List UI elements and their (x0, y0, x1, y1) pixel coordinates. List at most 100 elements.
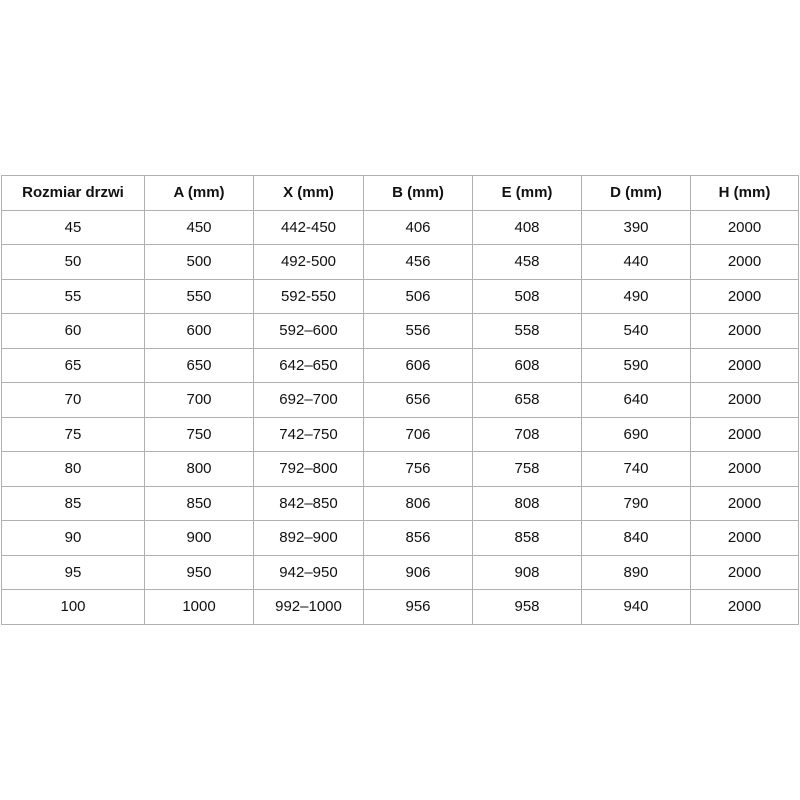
table-cell: 408 (472, 209, 582, 245)
table-cell: 90 (1, 520, 145, 556)
column-header: E (mm) (472, 175, 582, 211)
table-cell: 492-500 (253, 244, 364, 280)
table-cell: 908 (472, 554, 582, 590)
column-header: B (mm) (363, 175, 473, 211)
table-cell: 692–700 (253, 382, 364, 418)
table-cell: 100 (1, 589, 145, 625)
table-cell: 456 (363, 244, 473, 280)
table-cell: 806 (363, 485, 473, 521)
table-cell: 558 (472, 313, 582, 349)
table-row: 75 750 742–750 706 708 690 2000 (1, 416, 799, 452)
table-cell: 790 (581, 485, 691, 521)
table-row: 95 950 942–950 906 908 890 2000 (1, 554, 799, 590)
table-cell: 608 (472, 347, 582, 383)
table-cell: 700 (144, 382, 254, 418)
table-cell: 80 (1, 451, 145, 487)
table-cell: 2000 (690, 589, 799, 625)
table-cell: 940 (581, 589, 691, 625)
table-cell: 856 (363, 520, 473, 556)
table-row: 50 500 492-500 456 458 440 2000 (1, 244, 799, 280)
table-cell: 440 (581, 244, 691, 280)
table-cell: 2000 (690, 313, 799, 349)
table-cell: 50 (1, 244, 145, 280)
table-cell: 706 (363, 416, 473, 452)
table-cell: 490 (581, 278, 691, 314)
table-cell: 506 (363, 278, 473, 314)
table-cell: 808 (472, 485, 582, 521)
table-row: 45 450 442-450 406 408 390 2000 (1, 209, 799, 245)
table-cell: 2000 (690, 209, 799, 245)
column-header: A (mm) (144, 175, 254, 211)
table-cell: 442-450 (253, 209, 364, 245)
table-cell: 640 (581, 382, 691, 418)
table-cell: 458 (472, 244, 582, 280)
table-cell: 942–950 (253, 554, 364, 590)
table-cell: 2000 (690, 485, 799, 521)
table-row: 70 700 692–700 656 658 640 2000 (1, 382, 799, 418)
column-header: D (mm) (581, 175, 691, 211)
table-cell: 606 (363, 347, 473, 383)
dimensions-table: Rozmiar drzwi A (mm) X (mm) B (mm) E (mm) D (… (1, 175, 799, 625)
table-cell: 592-550 (253, 278, 364, 314)
column-header: Rozmiar drzwi (1, 175, 145, 211)
table-cell: 2000 (690, 244, 799, 280)
table-cell: 690 (581, 416, 691, 452)
table-cell: 656 (363, 382, 473, 418)
table-cell: 800 (144, 451, 254, 487)
table-cell: 592–600 (253, 313, 364, 349)
table-cell: 2000 (690, 554, 799, 590)
table-row: 85 850 842–850 806 808 790 2000 (1, 485, 799, 521)
header-row: Rozmiar drzwi A (mm) X (mm) B (mm) E (mm) D (… (1, 175, 799, 211)
table-cell: 2000 (690, 382, 799, 418)
table-cell: 1000 (144, 589, 254, 625)
table-cell: 892–900 (253, 520, 364, 556)
table-cell: 840 (581, 520, 691, 556)
table-cell: 756 (363, 451, 473, 487)
table-cell: 850 (144, 485, 254, 521)
table-cell: 650 (144, 347, 254, 383)
table-cell: 590 (581, 347, 691, 383)
column-header: H (mm) (690, 175, 799, 211)
table-cell: 2000 (690, 347, 799, 383)
table-cell: 556 (363, 313, 473, 349)
table-row: 80 800 792–800 756 758 740 2000 (1, 451, 799, 487)
column-header: X (mm) (253, 175, 364, 211)
table-cell: 500 (144, 244, 254, 280)
table-cell: 740 (581, 451, 691, 487)
table-cell: 550 (144, 278, 254, 314)
table-cell: 450 (144, 209, 254, 245)
table-cell: 642–650 (253, 347, 364, 383)
table-row: 60 600 592–600 556 558 540 2000 (1, 313, 799, 349)
table-cell: 2000 (690, 416, 799, 452)
table-cell: 658 (472, 382, 582, 418)
table-cell: 842–850 (253, 485, 364, 521)
table-cell: 600 (144, 313, 254, 349)
table-row: 90 900 892–900 856 858 840 2000 (1, 520, 799, 556)
table-cell: 95 (1, 554, 145, 590)
table-row: 55 550 592-550 506 508 490 2000 (1, 278, 799, 314)
table-row: 100 1000 992–1000 956 958 940 2000 (1, 589, 799, 625)
table-cell: 992–1000 (253, 589, 364, 625)
table-row: 65 650 642–650 606 608 590 2000 (1, 347, 799, 383)
table-cell: 85 (1, 485, 145, 521)
table-cell: 508 (472, 278, 582, 314)
table-cell: 60 (1, 313, 145, 349)
table-cell: 75 (1, 416, 145, 452)
table-cell: 900 (144, 520, 254, 556)
table-cell: 2000 (690, 520, 799, 556)
table-cell: 45 (1, 209, 145, 245)
table-cell: 758 (472, 451, 582, 487)
table-cell: 792–800 (253, 451, 364, 487)
table-cell: 742–750 (253, 416, 364, 452)
table-cell: 406 (363, 209, 473, 245)
table-cell: 55 (1, 278, 145, 314)
table-cell: 890 (581, 554, 691, 590)
table-cell: 70 (1, 382, 145, 418)
table-cell: 708 (472, 416, 582, 452)
table-cell: 390 (581, 209, 691, 245)
table-cell: 750 (144, 416, 254, 452)
table-cell: 958 (472, 589, 582, 625)
table-cell: 950 (144, 554, 254, 590)
table-cell: 540 (581, 313, 691, 349)
table-cell: 2000 (690, 278, 799, 314)
